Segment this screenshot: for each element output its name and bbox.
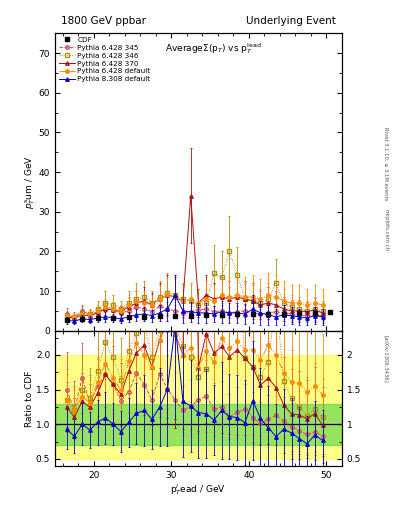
Text: [arXiv:1306.3436]: [arXiv:1306.3436] xyxy=(383,334,388,382)
Y-axis label: Ratio to CDF: Ratio to CDF xyxy=(26,370,35,426)
Legend: CDF, Pythia 6.428 345, Pythia 6.428 346, Pythia 6.428 370, Pythia 6.428 default,: CDF, Pythia 6.428 345, Pythia 6.428 346,… xyxy=(57,35,152,83)
X-axis label: p$_T^l$ead / GeV: p$_T^l$ead / GeV xyxy=(171,482,226,498)
Text: mcplots.cern.ch: mcplots.cern.ch xyxy=(383,209,388,251)
Bar xyxy=(55,403,342,445)
Text: 1800 GeV ppbar: 1800 GeV ppbar xyxy=(61,16,146,26)
Bar xyxy=(55,355,342,459)
Text: Rivet 3.1.10, ≥ 3.1M events: Rivet 3.1.10, ≥ 3.1M events xyxy=(383,127,388,201)
Text: Average$\Sigma$(p$_T$) vs p$_T^{\rm lead}$: Average$\Sigma$(p$_T$) vs p$_T^{\rm lead… xyxy=(165,41,261,56)
Text: Underlying Event: Underlying Event xyxy=(246,16,336,26)
Y-axis label: $p_T^{\rm s}$um / GeV: $p_T^{\rm s}$um / GeV xyxy=(24,155,37,209)
